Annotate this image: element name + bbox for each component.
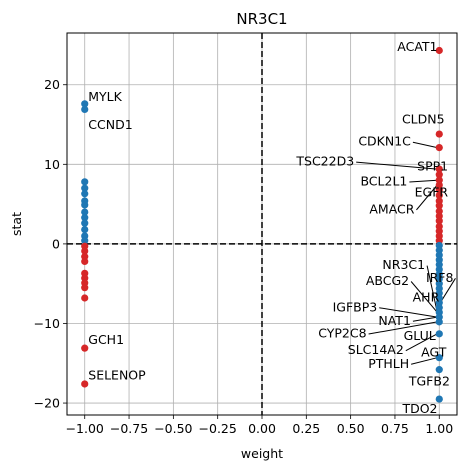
annotation-label: ABCG2 [366,273,409,288]
annotation-label: TDO2 [401,401,437,416]
x-tick-label: 0.00 [248,421,276,436]
annotation-label: AMACR [369,201,414,216]
annotation-leader-line [410,281,438,313]
data-point [435,144,443,152]
y-tick-label: −10 [34,316,60,331]
data-point [435,330,443,338]
annotation-leader-line [426,265,438,313]
data-point [81,178,89,186]
data-point [81,208,89,216]
annotation-label: NAT1 [378,313,411,328]
data-point [435,318,443,326]
data-point [435,354,443,362]
annotation-label: CDKN1C [358,134,411,149]
annotation-label: MYLK [88,89,122,104]
data-points [81,46,443,403]
annotation-label: AGT [421,345,447,360]
x-axis-label: weight [241,446,283,461]
x-tick-label: −1.00 [66,421,104,436]
annotation-label: GCH1 [88,332,124,347]
annotation-label: EGFR [415,185,449,200]
annotation-label: ACAT1 [397,39,437,54]
data-point [435,130,443,138]
annotation-leader-line [416,184,438,211]
data-point [435,202,443,210]
annotation-label: CCND1 [88,117,132,132]
data-point [81,247,89,255]
annotation-label: CYP2C8 [318,326,366,341]
y-tick-label: 0 [52,236,60,251]
annotation-leader-line [409,179,438,183]
data-point [435,395,443,403]
annotation-label: SELENOP [88,368,146,383]
data-point [81,214,89,222]
x-tick-label: 0.75 [381,421,409,436]
y-tick-label: −20 [34,396,60,411]
data-point [81,105,89,113]
data-point [81,225,89,234]
annotation-leader-line [356,161,438,170]
annotation-label: IRF8 [426,270,454,285]
annotation-label: AHR [413,290,440,305]
annotation-label: IGFBP3 [333,299,378,314]
annotation-label: TSC22D3 [295,154,354,169]
annotation-label: GLUL [404,328,436,343]
reference-lines [67,33,457,415]
data-point [435,366,443,374]
data-point [435,46,443,55]
x-tick-label: −0.75 [110,421,148,436]
data-point [435,171,443,179]
chart-title: NR3C1 [236,10,287,28]
data-point [81,201,89,209]
annotation-label: BCL2L1 [360,174,407,189]
data-point [435,217,443,225]
x-tick-label: −0.50 [154,421,192,436]
annotation-leader-line [405,333,438,352]
annotation-leader-line [412,141,438,149]
annotation-label: CLDN5 [402,111,445,126]
annotation-leader-line [368,321,438,335]
annotation-leader-line [411,357,438,365]
data-point [81,190,89,198]
data-point [81,294,89,302]
data-point [81,219,89,227]
x-tick-label: 0.25 [292,421,320,436]
annotation-label: SPP1 [417,158,448,173]
annotation-leader-line [412,316,438,322]
y-axis-label: stat [9,212,24,236]
data-point [81,284,89,292]
x-tick-label: −0.25 [199,421,237,436]
annotation-label: SLC14A2 [348,342,404,357]
data-point [435,191,443,199]
data-point [81,237,89,245]
data-point [435,165,443,173]
data-point [435,186,443,194]
data-point [81,257,89,266]
data-point [81,184,89,192]
y-tick-label: 20 [44,77,60,92]
annotation-label: PTHLH [368,356,409,371]
x-axis-ticks: −1.00 −0.75 −0.50 −0.25 0.00 0.25 0.50 0.75 1.00 [66,415,453,436]
y-tick-label: 10 [44,157,60,172]
y-axis-ticks: −20 −10 0 10 20 [34,77,67,411]
annotation-label: TGFB2 [408,373,450,388]
x-tick-label: 0.50 [337,421,365,436]
data-point [81,380,89,388]
data-point [81,344,89,352]
annotation-label: NR3C1 [382,257,425,272]
annotation-leader-line [379,307,438,318]
annotations: MYLK CCND1 GCH1 SELENOP ACAT1 CLDN5 CDKN1C TSC2… [88,39,453,416]
data-point [81,100,89,108]
x-tick-label: 1.00 [425,421,453,436]
